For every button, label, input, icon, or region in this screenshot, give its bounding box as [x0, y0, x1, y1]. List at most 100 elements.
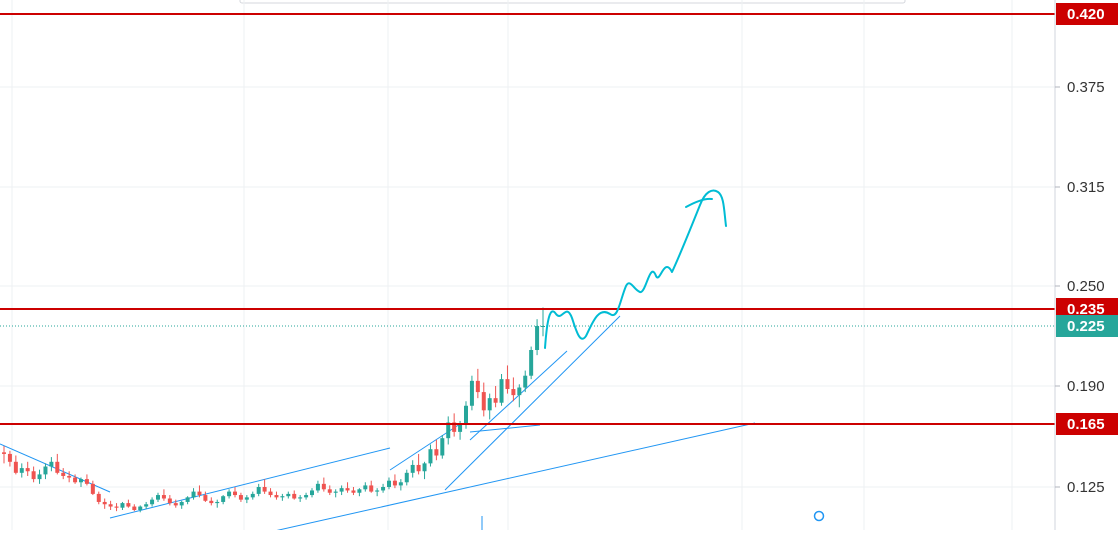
candle-body — [392, 480, 397, 486]
candle-body — [13, 461, 18, 473]
trendline — [269, 422, 756, 533]
candle-body — [185, 497, 190, 502]
candle-body — [304, 495, 309, 498]
candle-body — [31, 471, 36, 480]
candle-body — [96, 493, 101, 502]
candle-body — [529, 350, 534, 376]
candle-body — [43, 466, 48, 475]
level-tag-box — [1056, 3, 1118, 25]
trendline — [469, 424, 541, 433]
candle-body — [132, 506, 137, 510]
candles — [2, 307, 545, 513]
candle-body — [126, 503, 131, 507]
candle-body — [315, 483, 320, 491]
candle-body — [156, 495, 160, 500]
candle-body — [167, 498, 172, 504]
candle-body — [120, 503, 125, 508]
top-toolbar-edge — [239, 0, 906, 4]
candle-body — [84, 479, 89, 484]
candle-body — [2, 452, 6, 454]
trendline — [469, 350, 568, 441]
candle-body — [523, 375, 528, 388]
tick-label: 0.315 — [1067, 179, 1105, 196]
candle-body — [357, 489, 362, 493]
candle-body — [369, 485, 374, 492]
candle-body — [244, 497, 249, 500]
candle-body — [227, 491, 232, 497]
candle-body — [138, 506, 143, 510]
projection-group — [544, 189, 825, 522]
candle-body — [79, 479, 83, 483]
candle-body — [292, 493, 297, 499]
level-tag-label: 0.235 — [1067, 301, 1105, 318]
candle-body — [505, 379, 510, 390]
candle-body — [197, 491, 202, 496]
candle-body — [25, 468, 30, 472]
candle-body — [161, 495, 166, 499]
price-tags: 0.420 0.235 0.165 0.225 — [1056, 3, 1118, 435]
price-axis[interactable]: 0.375 0.315 0.250 0.190 0.125 — [1055, 79, 1105, 496]
candle-body — [481, 392, 486, 411]
candle-body — [144, 504, 149, 507]
candle-body — [191, 491, 196, 498]
candle-body — [422, 463, 427, 472]
tick-label: 0.250 — [1067, 278, 1105, 295]
candle-body — [114, 506, 119, 508]
candle-body — [310, 490, 314, 496]
candle-body — [511, 389, 516, 396]
candle-body — [345, 488, 350, 491]
candle-body — [333, 491, 338, 493]
candle-body — [469, 380, 474, 406]
candle-body — [487, 398, 492, 411]
candle-body — [238, 495, 243, 500]
candle-body — [49, 461, 54, 467]
candle-body — [55, 461, 60, 473]
candle-body — [416, 464, 421, 472]
candle-body — [203, 495, 208, 501]
candle-body — [446, 422, 451, 439]
candle-body — [375, 490, 380, 492]
candle-body — [37, 474, 42, 480]
candle-body — [274, 495, 279, 498]
candle-body — [256, 487, 261, 494]
candle-body — [102, 501, 107, 505]
candle-body — [61, 472, 66, 476]
candle-body — [173, 503, 178, 506]
candle-body — [535, 326, 540, 350]
last-price-tag-box — [1056, 315, 1118, 337]
candle-body — [440, 438, 445, 456]
candle-body — [108, 504, 113, 507]
candle-body — [381, 487, 386, 491]
trendline — [109, 447, 391, 519]
level-lines — [0, 13, 1055, 425]
candle-body — [398, 482, 403, 486]
candle-body — [327, 489, 332, 493]
candle-body — [452, 422, 457, 432]
candle-body — [298, 497, 303, 499]
anchor-circle — [813, 510, 825, 522]
candle-body — [209, 500, 214, 504]
candle-body — [150, 499, 155, 505]
candle-body — [363, 485, 368, 490]
candle-body — [179, 501, 184, 506]
candle-body — [286, 493, 291, 497]
candle-body — [215, 501, 220, 504]
candle-body — [387, 480, 391, 487]
candle-body — [339, 488, 344, 492]
candle-body — [351, 490, 356, 493]
candle-body — [464, 405, 468, 424]
candle-body — [458, 424, 463, 432]
tick-label: 0.375 — [1067, 79, 1105, 96]
level-tag-label: 0.420 — [1067, 6, 1105, 23]
candle-body — [321, 483, 326, 490]
level-tag-label: 0.165 — [1067, 416, 1105, 433]
candle-body — [434, 449, 439, 456]
grid — [0, 0, 1055, 530]
candle-body — [7, 453, 12, 462]
last-price-tag-label: 0.225 — [1067, 318, 1105, 335]
level-tag-box — [1056, 298, 1118, 320]
candle-body — [250, 493, 255, 498]
